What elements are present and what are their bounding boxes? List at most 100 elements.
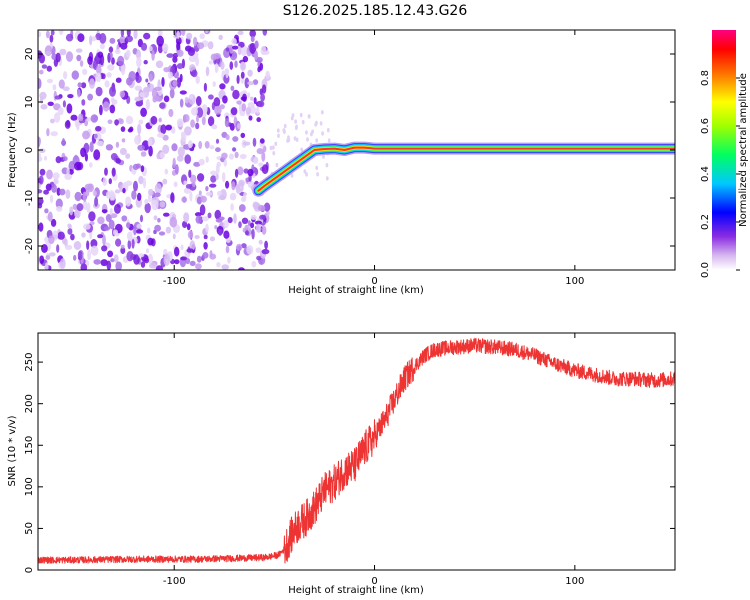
noise-blob — [152, 96, 157, 103]
noise-blob — [44, 262, 49, 270]
noise-blob — [216, 261, 221, 268]
noise-blob — [237, 30, 244, 36]
noise-blob — [189, 240, 196, 252]
noise-blob — [148, 188, 154, 196]
noise-blob — [66, 103, 73, 114]
noise-blob — [115, 238, 122, 247]
noise-blob — [314, 122, 318, 127]
noise-blob — [177, 146, 185, 157]
noise-blob — [131, 190, 137, 200]
noise-blob — [203, 234, 208, 240]
noise-blob — [173, 181, 178, 188]
noise-blob — [38, 197, 44, 206]
noise-blob — [325, 176, 329, 181]
noise-blob — [143, 60, 148, 65]
noise-blob — [40, 96, 43, 104]
noise-blob — [77, 82, 83, 88]
noise-blob — [255, 106, 260, 115]
noise-blob — [82, 68, 88, 75]
noise-blob — [188, 94, 194, 100]
noise-blob — [205, 223, 209, 233]
noise-blob — [259, 214, 267, 220]
noise-blob — [212, 81, 216, 87]
noise-blob — [240, 132, 246, 139]
noise-blob — [102, 234, 106, 246]
colorbar-tick-label: 0.6 — [700, 118, 711, 134]
noise-blob — [120, 126, 126, 132]
noise-blob — [157, 132, 165, 138]
noise-blob — [196, 115, 199, 123]
noise-blob — [101, 209, 108, 214]
noise-blob — [209, 183, 217, 188]
noise-blob — [46, 128, 50, 137]
colorbar-tick-label: 0.0 — [700, 262, 711, 278]
noise-blob — [73, 241, 82, 250]
noise-blob — [189, 260, 196, 267]
noise-blob — [38, 156, 43, 162]
noise-blob — [77, 250, 83, 261]
noise-blob — [172, 157, 176, 169]
noise-blob — [101, 73, 106, 80]
noise-blob — [242, 141, 251, 146]
noise-blob — [84, 152, 88, 162]
noise-blob — [195, 96, 202, 106]
noise-blob — [74, 191, 82, 202]
noise-blob — [84, 183, 93, 190]
noise-blob — [259, 88, 263, 96]
noise-blob — [184, 96, 189, 104]
noise-blob — [125, 115, 134, 125]
noise-blob — [155, 60, 164, 69]
noise-blob — [142, 177, 147, 189]
noise-blob — [95, 72, 102, 83]
noise-blob — [137, 123, 142, 135]
noise-blob — [175, 164, 179, 175]
noise-blob — [325, 163, 329, 168]
noise-blob — [133, 30, 138, 40]
noise-blob — [105, 191, 111, 199]
noise-blob — [65, 189, 71, 199]
noise-blob — [183, 180, 188, 185]
spectrogram-x-tick-label: -100 — [163, 276, 186, 287]
noise-blob — [74, 161, 82, 171]
noise-blob — [254, 50, 259, 61]
noise-blob — [244, 77, 250, 89]
snr-line — [38, 337, 675, 564]
noise-blob — [305, 130, 308, 135]
noise-blob — [242, 93, 247, 103]
noise-blob — [253, 97, 257, 105]
noise-blob — [69, 206, 74, 216]
noise-blob — [184, 154, 192, 164]
noise-blob — [108, 178, 113, 185]
noise-blob — [163, 212, 170, 217]
noise-blob — [191, 69, 198, 78]
noise-blob — [257, 100, 265, 108]
noise-blob — [125, 35, 133, 43]
snr-y-ticks: 0 50 100 150 200 250 — [24, 353, 675, 573]
noise-blob — [104, 167, 108, 176]
noise-blob — [238, 102, 242, 113]
noise-blob — [166, 53, 174, 58]
noise-blob — [244, 230, 250, 236]
noise-blob — [195, 215, 202, 224]
noise-blob — [170, 192, 175, 204]
noise-blob — [47, 101, 54, 107]
noise-blob — [190, 119, 196, 128]
noise-blob — [230, 107, 238, 116]
noise-blob — [169, 88, 175, 99]
noise-blob — [127, 239, 132, 250]
noise-blob — [202, 252, 209, 259]
noise-blob — [67, 228, 73, 235]
noise-blob — [225, 47, 230, 52]
noise-blob — [109, 104, 116, 114]
noise-blob — [263, 202, 271, 212]
noise-blob — [89, 162, 93, 168]
noise-blob — [46, 78, 54, 84]
noise-blob — [229, 44, 234, 54]
noise-blob — [195, 56, 200, 67]
noise-blob — [233, 213, 237, 224]
noise-blob — [48, 252, 56, 257]
noise-blob — [247, 92, 251, 99]
noise-blob — [126, 251, 134, 262]
noise-blob — [81, 99, 86, 106]
noise-blob — [322, 154, 325, 159]
